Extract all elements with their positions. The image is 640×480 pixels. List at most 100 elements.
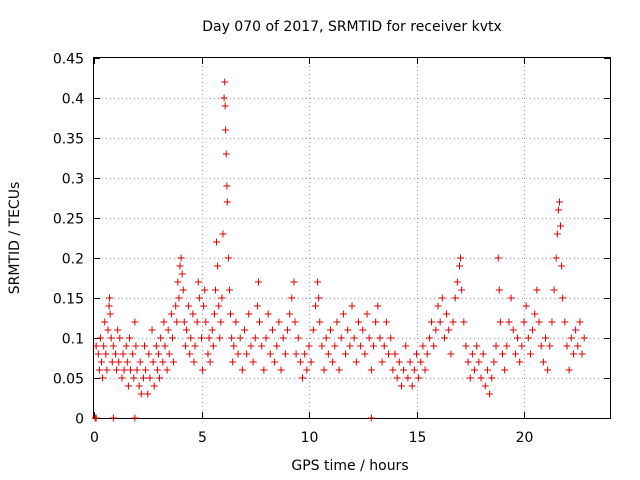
data-point xyxy=(228,334,236,342)
data-point xyxy=(120,366,128,374)
data-point xyxy=(262,334,270,342)
data-point xyxy=(354,318,362,326)
data-point xyxy=(210,310,218,318)
data-point xyxy=(139,374,147,382)
data-point xyxy=(576,318,584,326)
data-point xyxy=(266,350,274,358)
data-point xyxy=(406,358,414,366)
plot-frame xyxy=(93,57,611,419)
data-point xyxy=(430,342,438,350)
data-point xyxy=(205,334,213,342)
data-point xyxy=(335,366,343,374)
data-point xyxy=(473,342,481,350)
data-point xyxy=(249,358,257,366)
data-point xyxy=(557,222,565,230)
data-point xyxy=(460,318,468,326)
data-point xyxy=(404,374,412,382)
data-point xyxy=(462,342,470,350)
data-point xyxy=(155,350,162,358)
data-point xyxy=(428,318,436,326)
data-point xyxy=(163,366,171,374)
data-point xyxy=(352,358,360,366)
data-point xyxy=(301,350,309,358)
data-point xyxy=(227,310,235,318)
data-point xyxy=(337,334,345,342)
data-point xyxy=(553,230,561,238)
data-point xyxy=(247,342,255,350)
data-point xyxy=(550,286,558,294)
data-point xyxy=(372,318,380,326)
data-point xyxy=(436,318,444,326)
data-point xyxy=(172,302,180,310)
data-point xyxy=(569,350,577,358)
data-point xyxy=(215,302,223,310)
data-point xyxy=(402,342,410,350)
data-point xyxy=(145,350,153,358)
data-point xyxy=(225,286,233,294)
data-point xyxy=(314,278,322,286)
data-point xyxy=(559,294,567,302)
data-point xyxy=(124,382,132,390)
data-point xyxy=(483,366,491,374)
data-point xyxy=(479,350,487,358)
data-point xyxy=(92,342,100,350)
data-point xyxy=(539,358,547,366)
data-point xyxy=(425,334,433,342)
data-point xyxy=(238,366,246,374)
data-point xyxy=(417,358,425,366)
data-point xyxy=(524,334,532,342)
data-point xyxy=(208,326,216,334)
data-point xyxy=(346,342,354,350)
data-point xyxy=(415,374,423,382)
data-point xyxy=(99,374,107,382)
data-point xyxy=(223,198,231,206)
data-point xyxy=(555,198,563,206)
data-point xyxy=(423,350,431,358)
data-point xyxy=(376,334,384,342)
data-point xyxy=(194,278,202,286)
data-point xyxy=(193,318,201,326)
data-point xyxy=(103,366,111,374)
data-point xyxy=(410,366,418,374)
data-point xyxy=(443,310,451,318)
data-point xyxy=(413,350,420,358)
axis-ticks xyxy=(94,58,610,419)
data-point xyxy=(181,342,189,350)
data-point xyxy=(494,254,502,262)
data-point xyxy=(529,326,537,334)
data-point xyxy=(209,342,217,350)
data-point xyxy=(572,326,580,334)
y-tick-label: 0.35 xyxy=(53,132,84,148)
data-point xyxy=(206,358,214,366)
data-point xyxy=(561,318,569,326)
data-point xyxy=(251,334,259,342)
chart-title: Day 070 of 2017, SRMTID for receiver kvt… xyxy=(202,19,502,35)
data-point xyxy=(380,342,388,350)
data-point xyxy=(531,310,539,318)
data-point xyxy=(271,358,279,366)
data-point xyxy=(118,374,126,382)
data-point xyxy=(378,358,386,366)
data-point xyxy=(315,294,323,302)
data-point xyxy=(291,318,299,326)
data-point xyxy=(113,366,121,374)
data-point xyxy=(131,414,139,422)
data-point xyxy=(382,318,390,326)
x-tick-label: 10 xyxy=(301,430,319,446)
data-point xyxy=(533,286,541,294)
data-point xyxy=(153,366,161,374)
data-point xyxy=(339,310,347,318)
data-point xyxy=(201,286,209,294)
data-point xyxy=(434,302,442,310)
data-point xyxy=(542,334,549,342)
data-point xyxy=(514,334,522,342)
data-point xyxy=(125,334,133,342)
x-tick-label: 15 xyxy=(409,430,427,446)
data-point xyxy=(421,366,429,374)
data-point xyxy=(492,342,500,350)
data-point xyxy=(333,318,341,326)
data-point xyxy=(451,294,459,302)
data-point xyxy=(107,334,115,342)
data-point xyxy=(393,374,401,382)
